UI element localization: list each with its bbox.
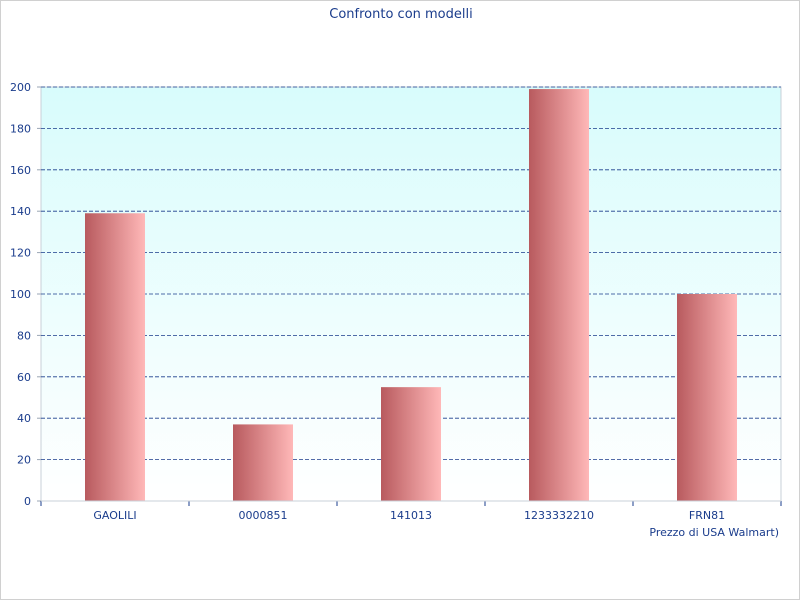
axes: [37, 86, 782, 506]
x-tick-label: FRN81: [689, 509, 725, 522]
y-tick-label: 40: [17, 412, 31, 425]
y-tick-label: 80: [17, 329, 31, 342]
y-tick-labels: 0 20 40 60 80 100 120 140 160 180 200: [10, 81, 31, 508]
y-tick-label: 0: [24, 495, 31, 508]
y-tick-label: 200: [10, 81, 31, 94]
x-axis-label: Prezzo di USA Walmart): [649, 526, 779, 539]
y-tick-label: 60: [17, 371, 31, 384]
x-tick-label: 1233332210: [524, 509, 594, 522]
bar-gaolili: [85, 213, 145, 501]
y-tick-label: 120: [10, 247, 31, 260]
bar-frn81: [677, 294, 737, 501]
y-tick-label: 100: [10, 288, 31, 301]
bar-141013: [381, 387, 441, 501]
y-tick-label: 180: [10, 122, 31, 135]
bar-1233332210: [529, 89, 589, 501]
x-tick-label: 0000851: [239, 509, 288, 522]
y-tick-label: 20: [17, 454, 31, 467]
x-tick-label: 141013: [390, 509, 432, 522]
bars: [85, 89, 737, 501]
y-tick-label: 140: [10, 205, 31, 218]
chart-title: Confronto con modelli: [329, 7, 472, 22]
bar-0000851: [233, 424, 293, 501]
y-tick-label: 160: [10, 164, 31, 177]
x-tick-label: GAOLILI: [93, 509, 136, 522]
x-tick-labels: GAOLILI 0000851 141013 1233332210 FRN81: [93, 509, 725, 522]
